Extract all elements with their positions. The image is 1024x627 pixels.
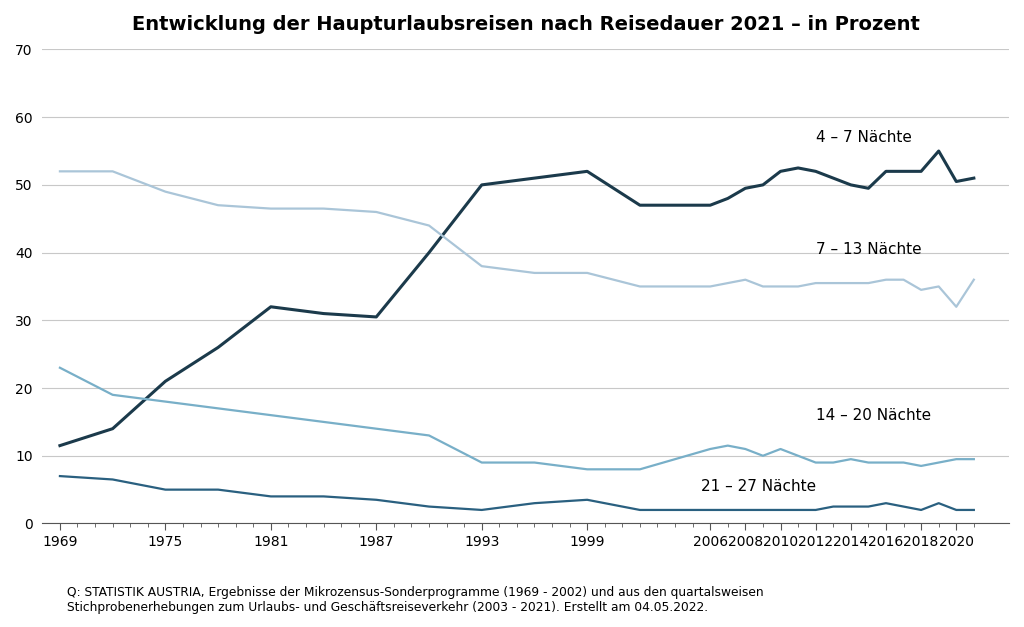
Text: Q: STATISTIK AUSTRIA, Ergebnisse der Mikrozensus-Sonderprogramme (1969 - 2002) u: Q: STATISTIK AUSTRIA, Ergebnisse der Mik… — [67, 586, 763, 614]
Text: 21 – 27 Nächte: 21 – 27 Nächte — [701, 479, 816, 493]
Text: 14 – 20 Nächte: 14 – 20 Nächte — [816, 408, 931, 423]
Text: 4 – 7 Nächte: 4 – 7 Nächte — [816, 130, 911, 145]
Text: 7 – 13 Nächte: 7 – 13 Nächte — [816, 242, 922, 256]
Title: Entwicklung der Haupturlaubsreisen nach Reisedauer 2021 – in Prozent: Entwicklung der Haupturlaubsreisen nach … — [132, 15, 920, 34]
